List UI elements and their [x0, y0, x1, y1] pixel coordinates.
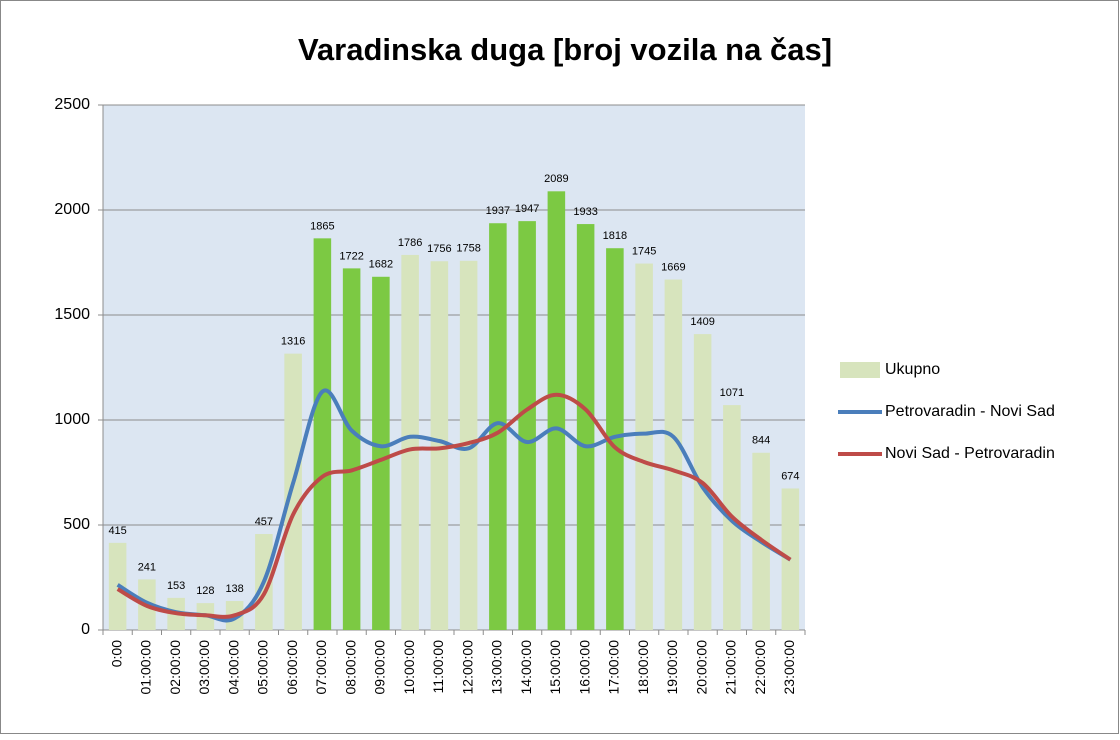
- data-label: 1669: [661, 261, 685, 273]
- y-tick-label: 500: [63, 516, 90, 533]
- y-tick-label: 2500: [54, 96, 90, 113]
- x-tick-label: 08:00:00: [342, 640, 358, 695]
- data-label: 2089: [544, 173, 568, 185]
- x-tick-label: 22:00:00: [752, 640, 768, 695]
- bar: [430, 261, 449, 630]
- bar: [372, 276, 390, 630]
- y-tick-label: 2000: [54, 201, 90, 218]
- x-tick-label: 10:00:00: [401, 640, 417, 695]
- x-tick-label: 04:00:00: [225, 640, 241, 695]
- bar: [459, 260, 478, 630]
- x-tick-label: 13:00:00: [489, 640, 505, 695]
- x-tick-label: 01:00:00: [138, 640, 154, 695]
- bar: [489, 223, 507, 631]
- data-label: 153: [167, 580, 185, 592]
- y-tick-label: 1500: [54, 306, 90, 323]
- x-tick-label: 03:00:00: [196, 640, 212, 695]
- data-label: 457: [255, 516, 273, 528]
- data-label: 1722: [339, 250, 363, 262]
- data-label: 674: [781, 470, 799, 482]
- data-label: 1071: [720, 387, 744, 399]
- bar: [576, 224, 595, 630]
- data-label: 1786: [398, 237, 422, 249]
- data-label: 1818: [603, 230, 627, 242]
- line: [116, 392, 792, 619]
- line: [116, 388, 792, 623]
- bar: [606, 248, 624, 630]
- bar: [518, 221, 536, 630]
- data-label: 1937: [486, 205, 510, 217]
- bar: [284, 353, 302, 630]
- chart-title: Varadinska duga [broj vozila na čas]: [298, 32, 832, 67]
- x-tick-label: 19:00:00: [664, 640, 680, 695]
- x-tick-label: 12:00:00: [459, 640, 475, 695]
- x-tick-label: 20:00:00: [693, 640, 709, 695]
- legend-swatch: [840, 362, 880, 378]
- legend-label: Petrovaradin - Novi Sad: [885, 403, 1055, 420]
- x-tick-label: 11:00:00: [430, 640, 446, 694]
- data-label: 1409: [690, 316, 714, 328]
- legend-label: Ukupno: [885, 361, 940, 378]
- data-label: 128: [196, 585, 214, 597]
- x-tick-label: 15:00:00: [547, 640, 563, 695]
- data-label: 844: [752, 435, 770, 447]
- x-tick-label: 0:00: [108, 640, 124, 667]
- bar: [635, 263, 653, 630]
- data-label: 1682: [369, 259, 393, 271]
- bar: [342, 268, 361, 630]
- x-tick-label: 16:00:00: [576, 640, 592, 695]
- data-label: 1756: [427, 243, 451, 255]
- data-label: 1316: [281, 336, 305, 348]
- plot-area: [103, 105, 805, 630]
- y-tick-label: 0: [81, 621, 90, 638]
- x-tick-label: 06:00:00: [284, 640, 300, 695]
- x-tick-label: 05:00:00: [255, 640, 271, 695]
- y-tick-label: 1000: [54, 411, 90, 428]
- x-tick-label: 18:00:00: [635, 640, 651, 695]
- bar: [313, 238, 332, 630]
- data-label: 415: [108, 525, 126, 537]
- data-label: 1865: [310, 220, 334, 232]
- data-label: 1745: [632, 245, 656, 257]
- data-label: 138: [225, 583, 243, 595]
- x-tick-label: 07:00:00: [313, 640, 329, 695]
- data-label: 241: [138, 561, 156, 573]
- legend-label: Novi Sad - Petrovaradin: [885, 445, 1055, 462]
- data-label: 1758: [456, 243, 480, 255]
- data-label: 1933: [573, 206, 597, 218]
- x-tick-label: 09:00:00: [372, 640, 388, 695]
- bar: [401, 254, 419, 630]
- x-tick-label: 17:00:00: [606, 640, 622, 695]
- x-tick-label: 23:00:00: [781, 640, 797, 695]
- bar: [547, 191, 566, 630]
- x-tick-label: 21:00:00: [723, 640, 739, 695]
- bar: [664, 279, 683, 630]
- data-label: 1947: [515, 203, 539, 215]
- x-tick-label: 14:00:00: [518, 640, 534, 695]
- x-tick-label: 02:00:00: [167, 640, 183, 695]
